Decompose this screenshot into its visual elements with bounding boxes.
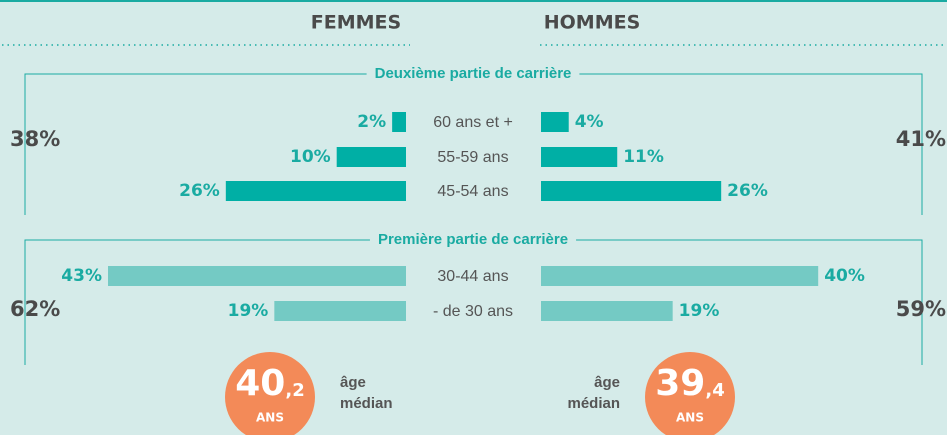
bar-left [274,301,406,321]
value-label: 19% [228,301,269,321]
header-right: HOMMES [544,12,641,34]
bracket [579,73,923,215]
median-caption: médian [340,395,393,412]
bar-right [541,301,673,321]
value-label: 10% [290,147,331,167]
bar-right [541,112,569,132]
value-label: 11% [623,147,664,167]
bar-right [541,181,722,201]
median-int: 40 [235,363,285,404]
total-right: 41% [896,127,946,151]
header-left: FEMMES [311,12,401,34]
bracket [576,239,923,365]
total-left: 38% [10,127,60,151]
median-unit: ANS [256,411,284,425]
total-right: 59% [896,297,946,321]
category-label: 45-54 ans [437,183,508,200]
category-label: 60 ans et + [433,114,513,131]
value-label: 4% [575,112,604,132]
median-dec: ,4 [705,380,724,401]
bar-left [336,147,406,167]
bracket [24,239,370,365]
value-label: 26% [727,181,768,201]
bar-right [541,266,819,286]
value-label: 26% [179,181,220,201]
category-label: 55-59 ans [437,149,508,166]
median-badge [225,352,315,435]
value-label: 19% [679,301,720,321]
category-label: - de 30 ans [433,303,513,320]
value-label: 40% [824,266,865,286]
bar-left [108,266,406,286]
total-left: 62% [10,297,60,321]
bracket [24,73,367,215]
category-label: 30-44 ans [437,268,508,285]
median-value: 39,4 [655,363,724,404]
median-caption: médian [567,395,620,412]
bar-left [225,181,406,201]
median-badge [645,352,735,435]
value-label: 43% [61,266,102,286]
median-dec: ,2 [285,380,304,401]
bar-left [392,112,406,132]
group-title: Première partie de carrière [378,231,568,248]
median-unit: ANS [676,411,704,425]
bar-right [541,147,618,167]
value-label: 2% [357,112,386,132]
median-caption: âge [594,374,620,391]
median-value: 40,2 [235,363,304,404]
median-caption: âge [340,374,366,391]
group-title: Deuxième partie de carrière [375,65,572,82]
median-int: 39 [655,363,705,404]
